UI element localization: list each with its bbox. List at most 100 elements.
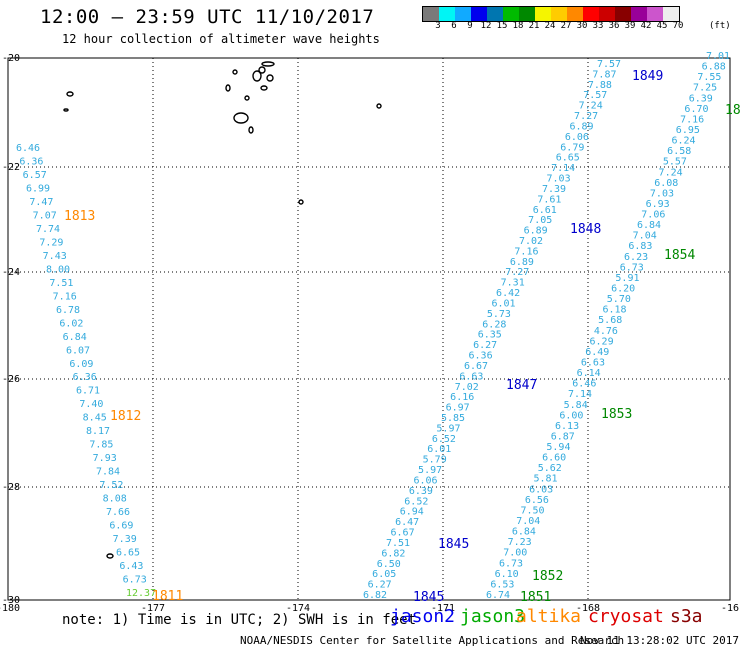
wave-height-value: 6.67 xyxy=(464,361,488,372)
wave-height-value: 7.31 xyxy=(501,278,525,289)
wave-height-value: 6.36 xyxy=(469,351,493,362)
longitude-label: -168 xyxy=(576,603,600,614)
wave-height-value: 7.14 xyxy=(568,389,592,400)
wave-height-value: 6.06 xyxy=(565,132,589,143)
wave-height-value: 7.16 xyxy=(514,246,538,257)
wave-height-value: 7.05 xyxy=(528,215,552,226)
legend-label: 24 xyxy=(544,21,556,31)
wave-height-value: 6.87 xyxy=(551,431,575,442)
wave-height-value: 7.43 xyxy=(43,251,67,262)
island-outline xyxy=(261,61,275,67)
legend-swatch xyxy=(455,7,471,21)
map-title: 12:00 – 23:59 UTC 11/10/2017 xyxy=(40,6,375,28)
island-outline xyxy=(248,126,254,134)
island-outline xyxy=(106,553,114,559)
wave-height-value: 6.10 xyxy=(495,569,519,580)
wave-height-value: 5.70 xyxy=(607,294,631,305)
wave-height-value: 6.23 xyxy=(624,252,648,263)
wave-height-value: 6.73 xyxy=(499,558,523,569)
wave-height-value: 5.97 xyxy=(418,465,442,476)
pass-time-labels: 1813 1812 1811 1849 1848 1847 1845 1845 18 1854 18… xyxy=(64,69,740,605)
credit-line: NOAA/NESDIS Center for Satellite Applica… xyxy=(240,634,625,647)
wave-height-value: 6.71 xyxy=(76,386,100,397)
wave-height-value: 6.24 xyxy=(671,136,695,147)
wave-height-value: 6.84 xyxy=(512,527,536,538)
wave-height-value: 5.94 xyxy=(546,442,570,453)
wave-height-value: 6.56 xyxy=(525,495,549,506)
longitude-label: -16 xyxy=(721,603,739,614)
island-outline xyxy=(232,69,238,75)
wave-height-value: 5.73 xyxy=(487,309,511,320)
wave-height-value: 6.89 xyxy=(510,257,534,268)
wave-height-value: 7.39 xyxy=(542,184,566,195)
wave-height-value: 6.89 xyxy=(524,226,548,237)
island-outline xyxy=(266,74,274,82)
wave-height-value: 6.53 xyxy=(490,579,514,590)
wave-height-value: 6.16 xyxy=(450,392,474,403)
satellite-s3a-label: s3a xyxy=(670,606,703,627)
wave-height-value: 6.13 xyxy=(555,421,579,432)
legend-label: 36 xyxy=(608,21,620,31)
wave-height-value: 6.36 xyxy=(19,156,43,167)
legend-swatch xyxy=(583,7,599,21)
wave-height-value: 7.84 xyxy=(96,467,120,478)
wave-height-value: 7.16 xyxy=(680,114,704,125)
wave-height-value: 6.14 xyxy=(577,368,601,379)
legend-swatch xyxy=(519,7,535,21)
wave-height-value: 6.49 xyxy=(585,347,609,358)
wave-height-value: 8.00 xyxy=(46,264,70,275)
wave-height-value: 6.63 xyxy=(581,357,605,368)
wave-height-value: 6.09 xyxy=(69,359,93,370)
legend-swatch xyxy=(487,7,503,21)
wave-height-value: 7.23 xyxy=(508,537,532,548)
wave-height-value: 6.99 xyxy=(26,183,50,194)
wave-height-value: 7.06 xyxy=(641,210,665,221)
wave-height-value: 6.84 xyxy=(637,220,661,231)
wave-height-value: 7.07 xyxy=(33,210,57,221)
satellite-jason2-label: jason2 xyxy=(390,606,456,627)
legend-unit-label: (ft) xyxy=(709,21,731,31)
legend-label: 9 xyxy=(467,21,473,31)
wave-height-value: 6.02 xyxy=(59,318,83,329)
legend-label: 45 xyxy=(656,21,668,31)
wave-height-value: 6.78 xyxy=(56,305,80,316)
wave-height-value: 6.83 xyxy=(628,241,652,252)
legend-swatch xyxy=(615,7,631,21)
legend-label: 27 xyxy=(560,21,572,31)
axis-labels: -180 -177 -174 -171 -168 -16 -20 -22 -24 -26 -28 -3… xyxy=(0,53,739,614)
wave-height-value: 8.17 xyxy=(86,426,110,437)
longitude-label: -180 xyxy=(0,603,20,614)
wave-height-value: 6.28 xyxy=(482,319,506,330)
pass-time-label: 1847 xyxy=(506,378,537,393)
wave-height-value: 6.39 xyxy=(689,93,713,104)
pass-time-label: 1845 xyxy=(413,590,444,605)
wave-height-value: 6.52 xyxy=(404,496,428,507)
wave-height-value: 5.62 xyxy=(538,463,562,474)
wave-height-value: 6.73 xyxy=(620,262,644,273)
island-outline xyxy=(244,95,250,101)
wave-height-value: 6.29 xyxy=(590,336,614,347)
wave-height-value: 6.84 xyxy=(63,332,87,343)
wave-height-value: 6.47 xyxy=(395,517,419,528)
wave-height-value: 6.88 xyxy=(702,62,726,73)
wave-height-value: 6.43 xyxy=(119,561,143,572)
satellite-cryosat-label: cryosat xyxy=(588,606,664,627)
legend-label: 15 xyxy=(496,21,508,31)
legend-label: 12 xyxy=(480,21,492,31)
longitude-label: -174 xyxy=(286,603,310,614)
wave-height-value: 7.57 xyxy=(583,90,607,101)
wave-height-value: 7.52 xyxy=(99,480,123,491)
pass-time-label: 1811 xyxy=(152,589,183,604)
legend-label: 30 xyxy=(576,21,588,31)
wave-height-value: 7.24 xyxy=(659,167,683,178)
wave-height-value: 6.60 xyxy=(542,453,566,464)
legend-swatch xyxy=(423,7,439,21)
legend-label: 39 xyxy=(624,21,636,31)
legend-swatch xyxy=(567,7,583,21)
island-outline xyxy=(260,85,268,91)
wave-height-value: 7.04 xyxy=(633,231,657,242)
legend-label: 70 xyxy=(672,21,684,31)
island-outline xyxy=(252,70,262,82)
wave-height-value: 6.08 xyxy=(654,178,678,189)
